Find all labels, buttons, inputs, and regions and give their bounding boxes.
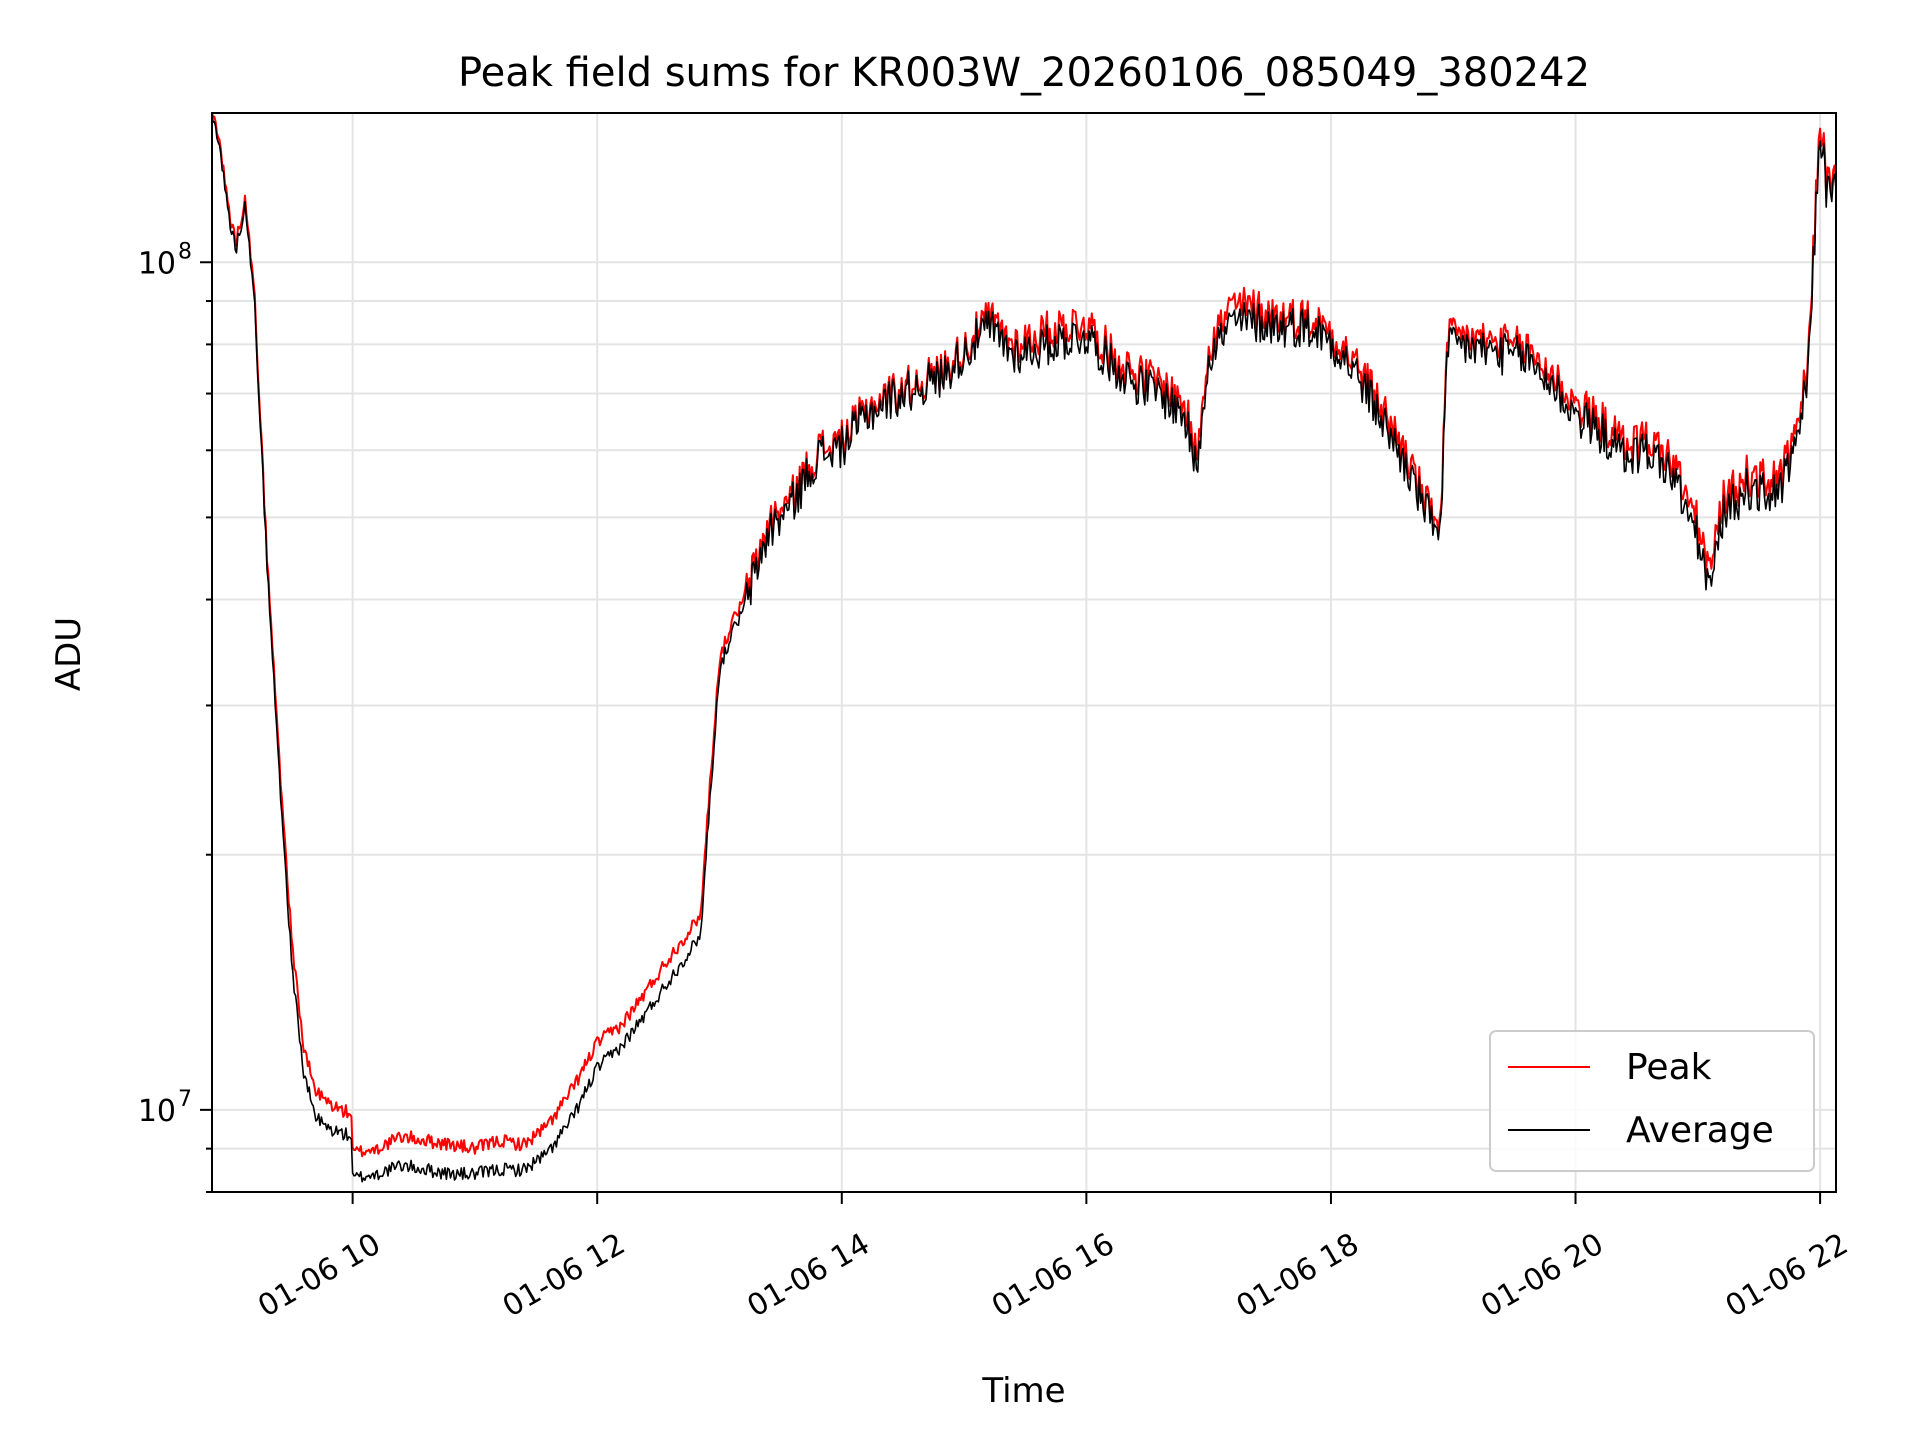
legend-average-label: Average — [1626, 1110, 1774, 1151]
legend-peak-label: Peak — [1626, 1047, 1712, 1088]
legend: Peak Average — [1489, 1030, 1815, 1172]
plot-series — [211, 112, 1837, 1183]
plot-frame — [211, 112, 1837, 1193]
x-axis-label: Time — [981, 1371, 1065, 1411]
series-line-average — [211, 113, 1837, 1183]
y-tick-label-exponent: 8 — [178, 239, 192, 264]
y-axis-label: ADU — [49, 617, 89, 691]
chart-title: Peak field sums for KR003W_20260106_0850… — [458, 50, 1590, 96]
y-tick-label: 10 — [138, 246, 176, 281]
y-tick-label: 10 — [138, 1094, 176, 1129]
y-tick-label-exponent: 7 — [178, 1087, 192, 1112]
